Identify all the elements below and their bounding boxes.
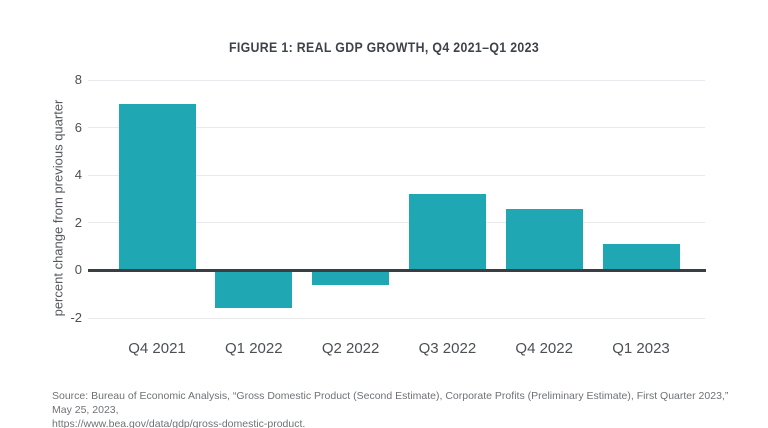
bar-q1-2023	[602, 244, 680, 271]
source-note: Source: Bureau of Economic Analysis, “Gr…	[52, 389, 742, 428]
x-axis-label-q2-2022: Q2 2022	[321, 340, 380, 357]
figure-title: FIGURE 1: REAL GDP GROWTH, Q4 2021–Q1 20…	[228, 39, 540, 55]
y-axis-tick-4: 4	[74, 167, 82, 183]
x-axis-label-q3-2022: Q3 2022	[418, 340, 477, 357]
zero-axis-line	[88, 268, 706, 272]
bar-q1-2022	[215, 270, 293, 309]
x-axis-label-q1-2022: Q1 2022	[225, 340, 283, 357]
x-axis-label-q4-2021: Q4 2021	[128, 340, 186, 357]
gridline-8	[88, 79, 705, 81]
y-axis-tick-0: 0	[74, 262, 82, 278]
bar-q4-2022	[505, 208, 583, 271]
y-axis-tick-2: 2	[74, 214, 82, 230]
gridline-2	[88, 222, 705, 224]
bar-q2-2022	[312, 270, 390, 285]
bar-q4-2021	[118, 103, 196, 271]
y-axis-tick--2: -2	[70, 310, 82, 325]
gridline-4	[88, 174, 705, 176]
x-axis-label-q4-2022: Q4 2022	[515, 340, 573, 357]
source-citation: Source: Bureau of Economic Analysis, “Gr…	[52, 390, 729, 416]
gridline-6	[88, 127, 705, 129]
y-axis-tick-6: 6	[74, 119, 82, 135]
y-axis-tick-8: 8	[74, 72, 82, 87]
bar-q3-2022	[408, 194, 486, 271]
gridline--2	[88, 317, 705, 319]
bar-chart-plot-area	[88, 79, 706, 319]
source-url: https://www.bea.gov/data/gdp/gross-domes…	[52, 418, 306, 428]
x-axis-label-q1-2023: Q1 2023	[612, 340, 670, 357]
